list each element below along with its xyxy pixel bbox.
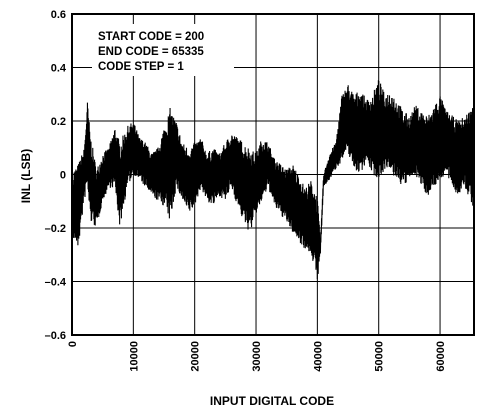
y-tick-label: –0.6: [45, 330, 66, 342]
x-axis-label: INPUT DIGITAL CODE: [210, 394, 334, 408]
data-series: [72, 80, 474, 280]
y-tick-labels: –0.6 –0.4 –0.2 0 0.2 0.4 0.6: [45, 9, 67, 342]
inl-trace: [72, 80, 474, 280]
x-tick-label: 20000: [190, 341, 202, 372]
x-tick-label: 50000: [374, 341, 386, 372]
y-tick-label: –0.2: [45, 223, 66, 235]
annotation-background: [92, 24, 234, 76]
annotation-start-code: START CODE = 200: [98, 31, 204, 43]
y-axis-label: INL (LSB): [19, 149, 33, 203]
x-tick-label: 40000: [312, 341, 324, 372]
x-tick-label: 0: [67, 341, 79, 347]
plot-frame: [71, 13, 475, 336]
y-tick-label: –0.4: [45, 277, 67, 289]
x-tick-label: 30000: [251, 341, 263, 372]
y-tick-label: 0.6: [51, 9, 66, 21]
annotation-box: START CODE = 200 END CODE = 65335 CODE S…: [92, 24, 234, 76]
x-tick-labels: 0 10000 20000 30000 40000 50000 60000: [67, 341, 447, 372]
y-tick-label: 0.2: [51, 116, 66, 128]
annotation-code-step: CODE STEP = 1: [98, 61, 184, 73]
x-tick-label: 60000: [435, 341, 447, 372]
y-tick-label: 0.4: [51, 63, 67, 75]
x-tick-label: 10000: [128, 341, 140, 372]
annotation-end-code: END CODE = 65335: [98, 46, 204, 58]
y-tick-label: 0: [60, 170, 66, 182]
